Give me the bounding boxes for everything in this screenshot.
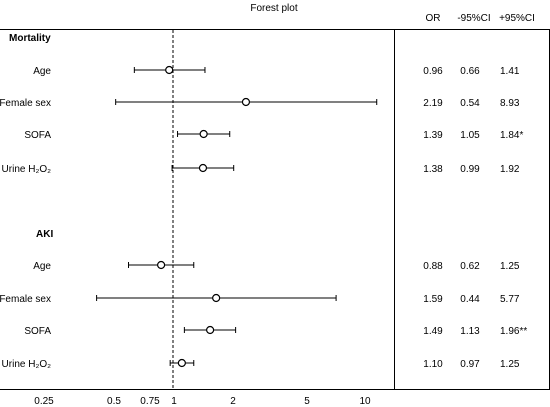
or-value: 1.49 xyxy=(423,326,443,337)
or-value: 1.39 xyxy=(423,130,443,141)
lower-ci-value: 0.54 xyxy=(460,98,480,109)
x-tick-label: 0.5 xyxy=(107,396,121,407)
or-point xyxy=(165,65,174,75)
x-tick-label: 5 xyxy=(304,396,310,407)
or-point xyxy=(198,163,208,173)
column-header-or: OR xyxy=(426,13,441,24)
or-value: 0.96 xyxy=(423,66,443,77)
upper-ci-value: 1.25 xyxy=(500,359,520,370)
column-header-upper-ci: +95%CI xyxy=(499,13,535,24)
lower-ci-value: 1.05 xyxy=(460,130,480,141)
row-label: Age xyxy=(33,261,51,272)
lower-ci-value: 1.13 xyxy=(460,326,480,337)
lower-ci-value: 0.44 xyxy=(460,294,480,305)
x-tick-label: 2 xyxy=(230,396,236,407)
or-point xyxy=(157,260,166,270)
row-label: Female sex xyxy=(0,98,51,109)
upper-ci-value: 1.41 xyxy=(500,66,520,77)
upper-ci-value: 1.92 xyxy=(500,164,520,175)
or-point xyxy=(212,293,221,303)
row-label: Age xyxy=(33,66,51,77)
or-value: 1.38 xyxy=(423,164,443,175)
lower-ci-value: 0.62 xyxy=(460,261,480,272)
chart-title: Forest plot xyxy=(250,3,297,14)
plot-marks xyxy=(96,65,378,368)
or-value: 1.10 xyxy=(423,359,443,370)
or-point xyxy=(177,358,186,368)
row-label: Urine H₂O₂ xyxy=(2,164,52,175)
upper-ci-value: 1.96** xyxy=(500,326,527,337)
column-header-lower-ci: -95%CI xyxy=(457,13,490,24)
x-tick-label: 0.25 xyxy=(34,396,54,407)
x-tick-label: 1 xyxy=(171,396,177,407)
row-label: SOFA xyxy=(24,326,51,337)
or-point xyxy=(241,97,251,107)
x-tick-label: 10 xyxy=(359,396,371,407)
upper-ci-value: 8.93 xyxy=(500,98,520,109)
or-point xyxy=(206,325,215,335)
row-label: SOFA xyxy=(24,130,51,141)
upper-ci-value: 5.77 xyxy=(500,294,520,305)
x-tick-label: 0.75 xyxy=(140,396,160,407)
row-label: Urine H₂O₂ xyxy=(2,359,52,370)
group-heading-mortality: Mortality xyxy=(9,33,51,44)
or-value: 2.19 xyxy=(423,98,443,109)
row-label: Female sex xyxy=(0,294,51,305)
lower-ci-value: 0.66 xyxy=(460,66,480,77)
group-heading-aki: AKI xyxy=(36,229,53,240)
upper-ci-value: 1.84* xyxy=(500,130,523,141)
upper-ci-value: 1.25 xyxy=(500,261,520,272)
lower-ci-value: 0.97 xyxy=(460,359,480,370)
lower-ci-value: 0.99 xyxy=(460,164,480,175)
or-value: 0.88 xyxy=(423,261,443,272)
or-value: 1.59 xyxy=(423,294,443,305)
or-point xyxy=(199,129,208,139)
